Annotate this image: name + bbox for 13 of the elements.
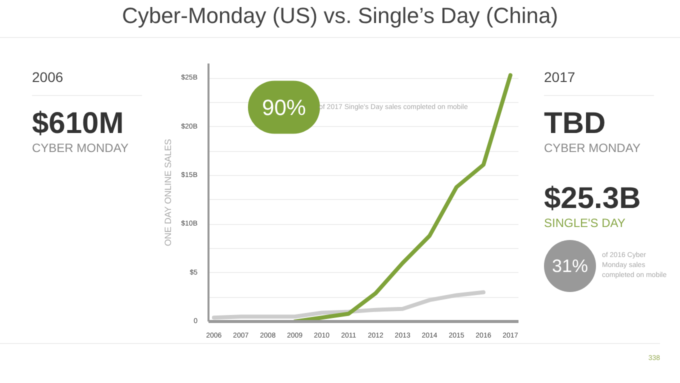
y-axis-title: ONE DAY ONLINE SALES [163, 138, 174, 246]
text: CYBER MONDAY [32, 140, 130, 157]
text: 31% [544, 240, 596, 292]
annotation: 90% [262, 94, 306, 120]
text: SINGLE'S DAY [544, 215, 626, 232]
text: 2006 [32, 67, 142, 96]
text: $25.3B [544, 182, 642, 216]
text: CYBER MONDAY [544, 140, 642, 157]
line-series [212, 290, 486, 320]
text: 2017 [544, 67, 654, 96]
text: $610M [32, 107, 125, 140]
text: TBD [544, 107, 607, 140]
chart-title: Cyber-Monday (US) vs. Single’s Day (China) [0, 0, 680, 38]
